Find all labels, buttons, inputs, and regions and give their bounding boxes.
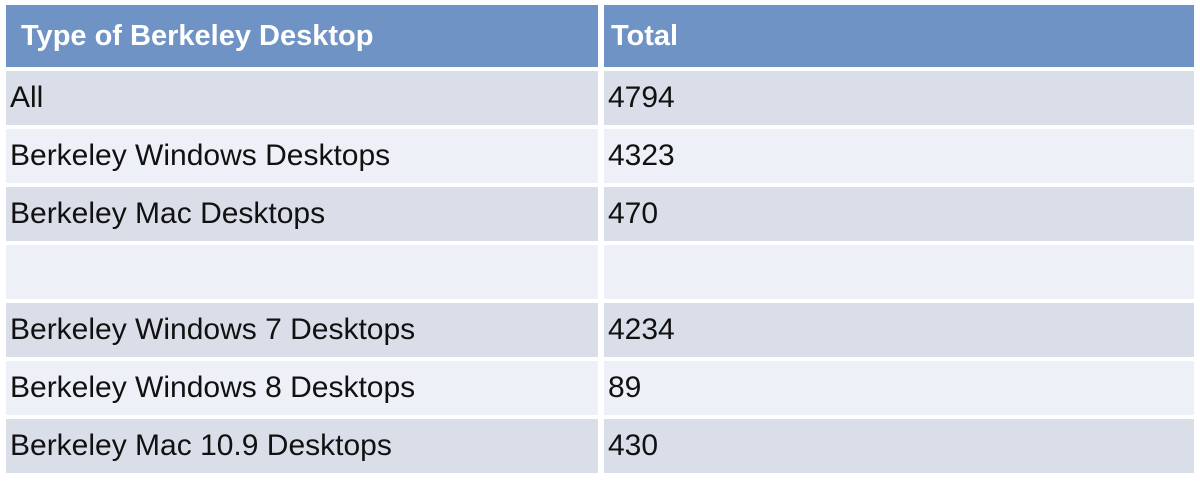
table-row-mac109-desktops: Berkeley Mac 10.9 Desktops 430 <box>6 419 1194 473</box>
table-row-all: All 4794 <box>6 71 1194 125</box>
type-cell: Berkeley Windows Desktops <box>6 129 598 183</box>
total-cell: 4234 <box>604 303 1194 357</box>
total-cell: 4323 <box>604 129 1194 183</box>
total-cell <box>604 245 1194 299</box>
type-cell: All <box>6 71 598 125</box>
table-row-windows-desktops: Berkeley Windows Desktops 4323 <box>6 129 1194 183</box>
type-cell: Berkeley Mac 10.9 Desktops <box>6 419 598 473</box>
header-row: Type of Berkeley Desktop Total <box>6 5 1194 67</box>
table-row-windows8-desktops: Berkeley Windows 8 Desktops 89 <box>6 361 1194 415</box>
column-header-total: Total <box>604 5 1194 67</box>
type-cell: Berkeley Windows 8 Desktops <box>6 361 598 415</box>
column-header-type: Type of Berkeley Desktop <box>6 5 598 67</box>
total-cell: 89 <box>604 361 1194 415</box>
table-header: Type of Berkeley Desktop Total <box>6 5 1194 67</box>
type-cell: Berkeley Windows 7 Desktops <box>6 303 598 357</box>
total-cell: 470 <box>604 187 1194 241</box>
type-cell <box>6 245 598 299</box>
total-cell: 430 <box>604 419 1194 473</box>
table-row-mac-desktops: Berkeley Mac Desktops 470 <box>6 187 1194 241</box>
table-body: All 4794 Berkeley Windows Desktops 4323 … <box>6 71 1194 473</box>
total-cell: 4794 <box>604 71 1194 125</box>
table-row-windows7-desktops: Berkeley Windows 7 Desktops 4234 <box>6 303 1194 357</box>
berkeley-desktop-table: Type of Berkeley Desktop Total All 4794 … <box>0 1 1200 477</box>
type-cell: Berkeley Mac Desktops <box>6 187 598 241</box>
table-row-spacer <box>6 245 1194 299</box>
